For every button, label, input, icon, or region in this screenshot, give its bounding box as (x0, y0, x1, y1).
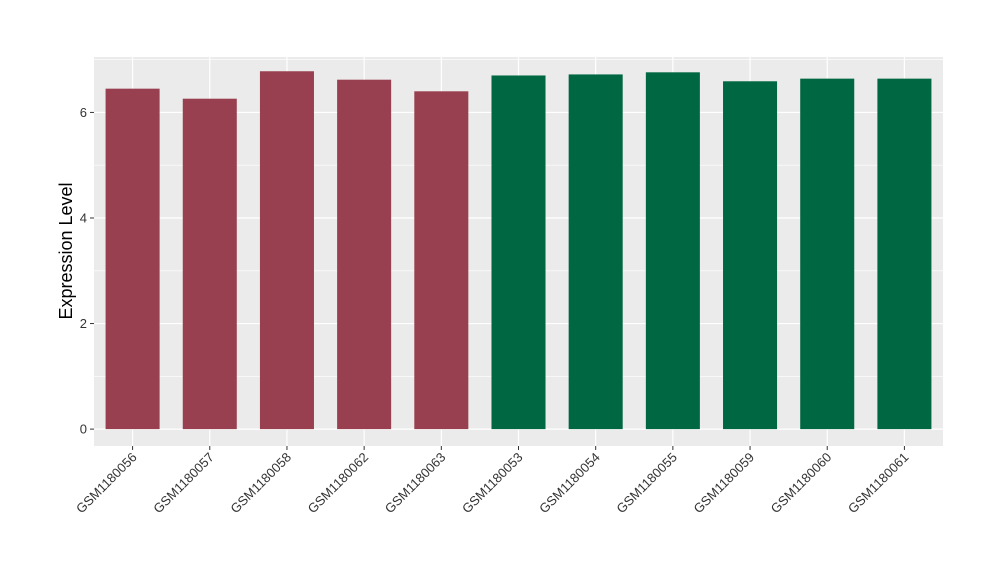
x-tick-label: GSM1180060 (768, 450, 835, 517)
x-axis: GSM1180056 GSM1180057 GSM1180058 GSM1180062… (73, 446, 912, 517)
x-tick-label: GSM1180059 (691, 450, 758, 517)
bar-GSM1180060 (800, 78, 855, 430)
x-tick-label: GSM1180058 (227, 450, 294, 517)
bar-GSM1180062 (337, 79, 392, 430)
bar-GSM1180056 (105, 88, 160, 430)
y-tick-label: 6 (80, 105, 87, 120)
bar-GSM1180058 (259, 71, 314, 430)
y-tick-label: 2 (80, 316, 87, 331)
bar-GSM1180059 (723, 81, 778, 430)
bar-GSM1180061 (877, 78, 932, 430)
x-tick-label: GSM1180056 (73, 450, 140, 517)
bar-GSM1180063 (414, 91, 469, 430)
y-tick-label: 4 (80, 210, 87, 225)
bar-GSM1180054 (568, 74, 623, 430)
x-tick-label: GSM1180055 (613, 450, 680, 517)
x-tick-label: GSM1180053 (459, 450, 526, 517)
x-tick-label: GSM1180054 (536, 450, 603, 517)
bars (105, 71, 932, 430)
bar-GSM1180053 (491, 75, 546, 430)
y-axis: 0 2 4 6 (80, 105, 94, 437)
bar-GSM1180057 (182, 98, 237, 430)
x-tick-label: GSM1180057 (150, 450, 217, 517)
y-axis-title: Expression Level (56, 182, 76, 319)
x-tick-label: GSM1180063 (382, 450, 449, 517)
x-tick-label: GSM1180062 (305, 450, 372, 517)
y-tick-label: 0 (80, 422, 87, 437)
x-tick-label: GSM1180061 (845, 450, 912, 517)
bar-GSM1180055 (645, 72, 700, 430)
